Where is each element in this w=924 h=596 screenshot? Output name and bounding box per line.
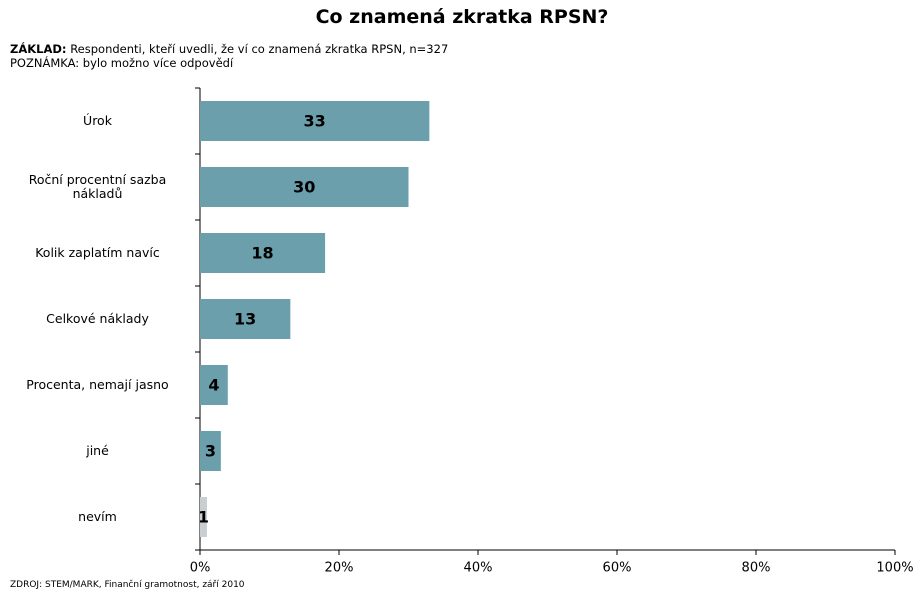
y-tick-label: Úrok	[83, 113, 112, 128]
x-tick-label: 0%	[190, 561, 211, 576]
x-tick-label: 80%	[742, 561, 771, 576]
subtitle: ZÁKLAD: Respondenti, kteří uvedli, že ví…	[10, 42, 448, 56]
y-tick-label: Roční procentní sazba nákladů	[28, 172, 167, 201]
y-tick-label: Procenta, nemají jasno	[26, 377, 169, 392]
bar	[200, 497, 207, 537]
x-tick-label: 20%	[325, 561, 354, 576]
bar	[200, 365, 228, 405]
y-tick-label: Celkové náklady	[46, 311, 149, 326]
y-tick-label: nevím	[78, 509, 117, 524]
value-label: 3	[205, 442, 216, 461]
value-label: 33	[304, 112, 326, 131]
bar	[200, 299, 291, 339]
chart-title: Co znamená zkratka RPSN?	[315, 6, 609, 28]
y-tick-label: jiné	[86, 443, 109, 458]
x-tick-label: 100%	[876, 561, 913, 576]
value-label: 18	[251, 244, 273, 263]
y-tick-label: Kolik zaplatím navíc	[35, 245, 160, 260]
bar	[200, 167, 409, 207]
subtitle-label: ZÁKLAD:	[10, 42, 67, 56]
bar	[200, 101, 430, 141]
value-label: 13	[234, 310, 256, 329]
x-tick-label: 40%	[464, 561, 493, 576]
x-tick-label: 60%	[603, 561, 632, 576]
value-label: 1	[198, 508, 209, 527]
bar	[200, 431, 221, 471]
subtitle-text: Respondenti, kteří uvedli, že ví co znam…	[70, 42, 449, 56]
bar	[200, 233, 326, 273]
source: ZDROJ: STEM/MARK, Finanční gramotnost, z…	[10, 580, 245, 590]
note: POZNÁMKA: bylo možno více odpovědí	[10, 56, 234, 70]
value-label: 4	[208, 376, 219, 395]
value-label: 30	[293, 178, 315, 197]
